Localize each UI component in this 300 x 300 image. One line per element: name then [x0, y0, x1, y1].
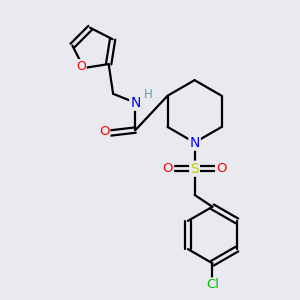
Text: O: O: [163, 162, 173, 175]
Text: O: O: [76, 60, 86, 73]
Text: N: N: [189, 136, 200, 150]
Text: Cl: Cl: [206, 278, 219, 291]
Text: H: H: [143, 88, 152, 101]
Text: N: N: [130, 96, 141, 110]
Text: O: O: [216, 162, 226, 175]
Text: O: O: [99, 125, 110, 138]
Text: S: S: [190, 162, 199, 176]
